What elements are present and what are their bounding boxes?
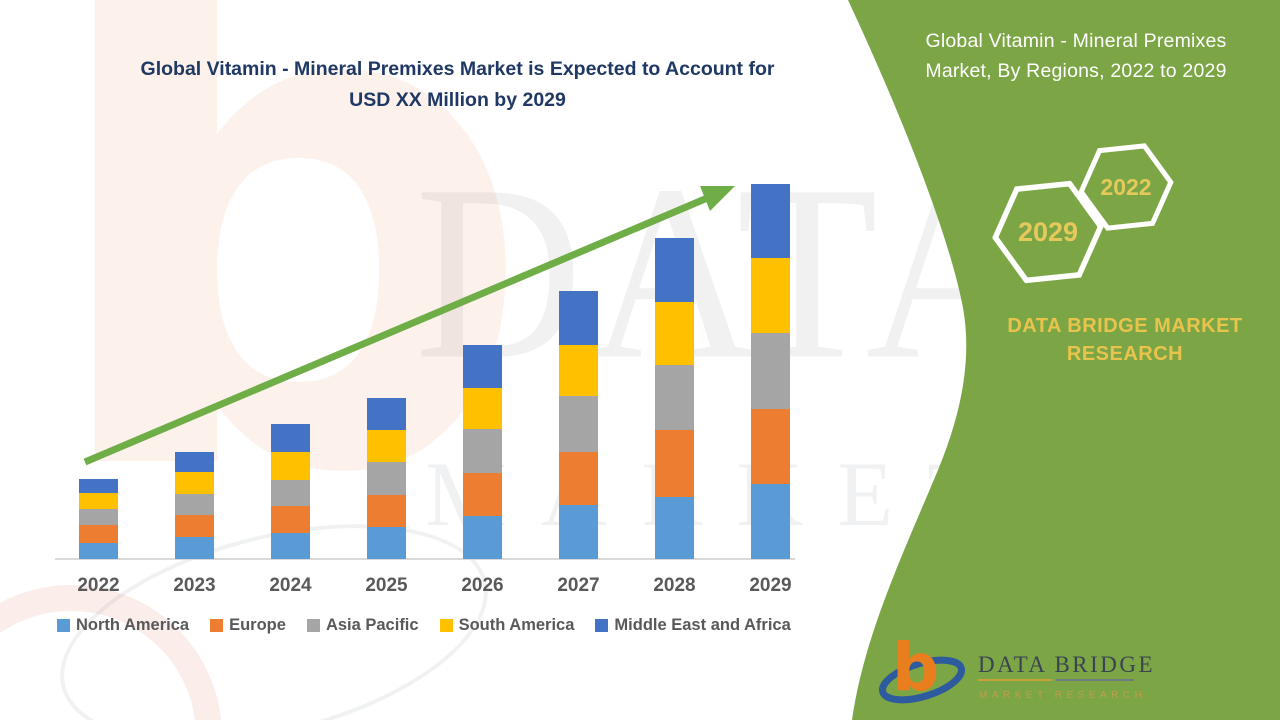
bar-segment-2026-north-america [463,515,502,559]
bar-segment-2028-north-america [655,496,694,559]
x-axis-label-2022: 2022 [77,575,120,596]
hexagon-2022-label: 2022 [1100,174,1151,200]
stacked-bar-2027 [559,291,598,559]
x-axis-label-2029: 2029 [749,575,792,596]
x-axis-label-2025: 2025 [365,575,408,596]
bar-segment-2026-asia-pacific [463,429,502,474]
stacked-bar-2028 [655,238,694,559]
hexagon-2029-icon [992,180,1104,284]
legend-item-asia-pacific: Asia Pacific [306,616,419,635]
logo-b-icon: b [892,629,939,706]
legend-label: Asia Pacific [325,616,419,634]
brand-caption-line1: DATA BRIDGE MARKET [1007,315,1243,337]
data-bridge-logo: b DATA BRIDGE MARKET RESEARCH [878,629,1155,706]
legend-swatch-icon [57,619,70,632]
x-axis-label-2028: 2028 [653,575,696,596]
logo-swoosh-icon [878,656,966,704]
bar-segment-2026-south-america [463,388,502,430]
legend-item-middle-east-and-africa: Middle East and Africa [595,616,791,635]
legend-swatch-icon [439,619,453,632]
bar-segment-2028-europe [655,430,694,497]
hexagon-2029-label: 2029 [1018,217,1078,247]
legend-item-europe: Europe [210,616,286,635]
bar-segment-2027-asia-pacific [559,396,598,453]
side-panel-title-line1: Global Vitamin - Mineral Premixes [925,30,1227,52]
stacked-bar-2025 [367,397,406,559]
bar-segment-2027-north-america [559,505,598,559]
legend-label: South America [458,616,575,634]
stacked-bar-2029 [751,184,790,559]
bar-segment-2024-asia-pacific [271,479,310,507]
bar-segment-2022-south-america [79,493,118,510]
side-panel-title: Global Vitamin - Mineral Premixes Market… [878,26,1274,86]
bar-segment-2023-europe [175,515,214,538]
bar-segment-2027-middle-east-and-africa [559,291,598,345]
legend-swatch-icon [306,619,320,632]
bar-segment-2025-asia-pacific [367,461,406,495]
legend-swatch-icon [595,619,609,632]
bar-segment-2023-north-america [175,537,214,559]
bar-segment-2026-europe [463,473,502,516]
bar-segment-2023-south-america [175,472,214,495]
bar-segment-2028-middle-east-and-africa [655,238,694,302]
x-axis-label-2027: 2027 [557,575,600,596]
legend-label: Europe [229,616,286,634]
bar-segment-2022-europe [79,525,118,544]
year-hexagons: 2022 2029 [992,143,1174,284]
chart-legend: North America Europe Asia Pacific South Ame… [57,616,837,635]
legend-label: Middle East and Africa [614,616,791,634]
chart-title-line2: USD XX Million by 2029 [349,89,566,111]
chart-title-line1: Global Vitamin - Mineral Premixes Market… [140,58,775,80]
bar-segment-2022-north-america [79,543,118,559]
bar-segment-2025-north-america [367,526,406,559]
bar-segment-2029-middle-east-and-africa [751,184,790,259]
x-axis-line [55,558,795,560]
bar-segment-2022-middle-east-and-africa [79,478,118,493]
logo-subtitle-text: MARKET RESEARCH [979,690,1146,701]
stacked-bar-2024 [271,424,310,559]
bar-segment-2023-asia-pacific [175,494,214,516]
bar-segment-2024-north-america [271,532,310,559]
bar-segment-2026-middle-east-and-africa [463,344,502,389]
bar-segment-2025-europe [367,494,406,527]
bar-segment-2028-south-america [655,301,694,366]
bar-segment-2024-europe [271,506,310,533]
bar-segment-2023-middle-east-and-africa [175,452,214,472]
bar-segment-2024-south-america [271,452,310,480]
bar-segment-2024-middle-east-and-africa [271,424,310,453]
bar-segment-2027-south-america [559,344,598,397]
bar-segment-2029-south-america [751,258,790,334]
stacked-bar-2026 [463,344,502,559]
bar-segment-2028-asia-pacific [655,365,694,430]
side-panel-title-line2: Market, By Regions, 2022 to 2029 [925,60,1227,82]
logo-name-text: DATA BRIDGE [978,652,1155,677]
bar-segment-2025-middle-east-and-africa [367,397,406,431]
legend-label: North America [76,616,190,634]
x-axis-label-2026: 2026 [461,575,504,596]
hexagon-2022-icon [1078,143,1174,231]
legend-swatch-icon [210,619,224,632]
legend-item-south-america: South America [439,616,575,635]
x-axis-label-2023: 2023 [173,575,216,596]
bar-segment-2029-europe [751,409,790,484]
stacked-bar-2023 [175,452,214,559]
stacked-bar-2022 [79,478,118,559]
bar-segment-2029-asia-pacific [751,333,790,409]
bar-segment-2025-south-america [367,430,406,462]
legend-item-north-america: North America [57,616,189,635]
bar-segment-2022-asia-pacific [79,509,118,526]
x-axis-label-2024: 2024 [269,575,312,596]
brand-caption-line2: RESEARCH [1066,343,1184,365]
chart-title: Global Vitamin - Mineral Premixes Market… [85,54,830,116]
bar-segment-2027-europe [559,452,598,506]
side-panel-brand-caption: DATA BRIDGE MARKET RESEARCH [930,312,1280,368]
bar-segment-2029-north-america [751,484,790,559]
